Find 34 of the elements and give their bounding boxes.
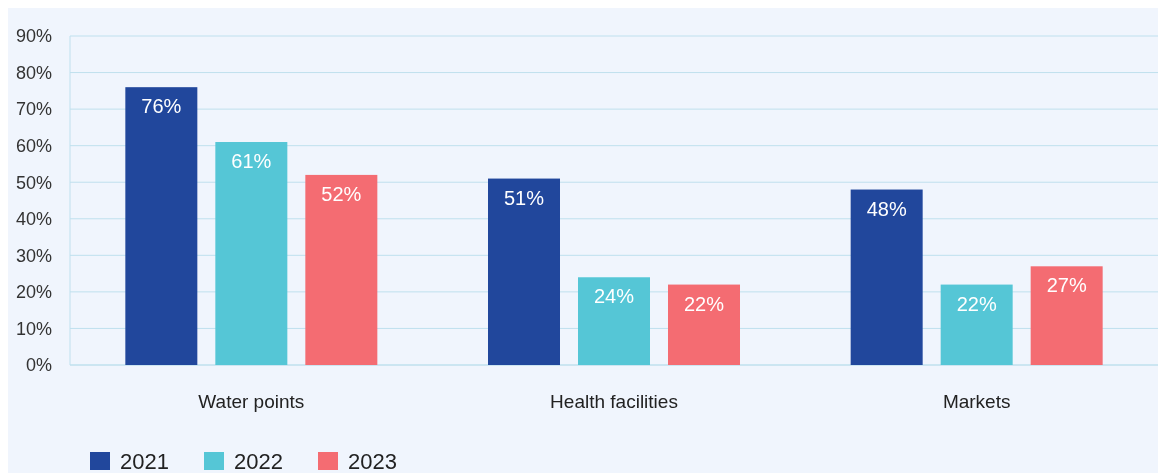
x-tick-label: Water points xyxy=(198,391,305,412)
x-tick-label: Markets xyxy=(942,391,1011,412)
data-label: 48% xyxy=(866,197,907,220)
legend-label: 2023 xyxy=(348,448,397,473)
y-tick-label: 40% xyxy=(15,209,52,230)
x-tick-label: Health facilities xyxy=(550,391,678,412)
data-label: 51% xyxy=(503,186,545,209)
data-label: 22% xyxy=(683,292,725,315)
data-label: 22% xyxy=(956,292,997,315)
data-label: 61% xyxy=(231,150,272,173)
data-label: 24% xyxy=(593,285,635,308)
legend-label: 2021 xyxy=(120,448,169,473)
y-tick-label: 50% xyxy=(15,172,52,193)
bar xyxy=(488,178,560,365)
data-label: 52% xyxy=(321,182,362,205)
bar xyxy=(578,277,650,365)
y-tick-label: 0% xyxy=(25,355,52,376)
bar xyxy=(125,87,198,365)
y-tick-label: 90% xyxy=(15,26,52,47)
bar xyxy=(305,174,378,365)
data-label: 27% xyxy=(1046,274,1087,297)
data-label: 76% xyxy=(141,95,182,118)
bar xyxy=(668,284,740,365)
y-tick-label: 70% xyxy=(15,99,52,120)
y-tick-label: 10% xyxy=(15,318,52,339)
y-tick-label: 80% xyxy=(15,62,52,83)
y-tick-label: 20% xyxy=(15,282,52,303)
bar xyxy=(215,142,288,365)
y-tick-label: 60% xyxy=(15,135,52,156)
bar xyxy=(940,284,1013,365)
bar xyxy=(850,189,923,365)
bar xyxy=(1030,266,1103,365)
y-tick-label: 30% xyxy=(15,245,52,266)
legend-label: 2022 xyxy=(234,448,283,473)
